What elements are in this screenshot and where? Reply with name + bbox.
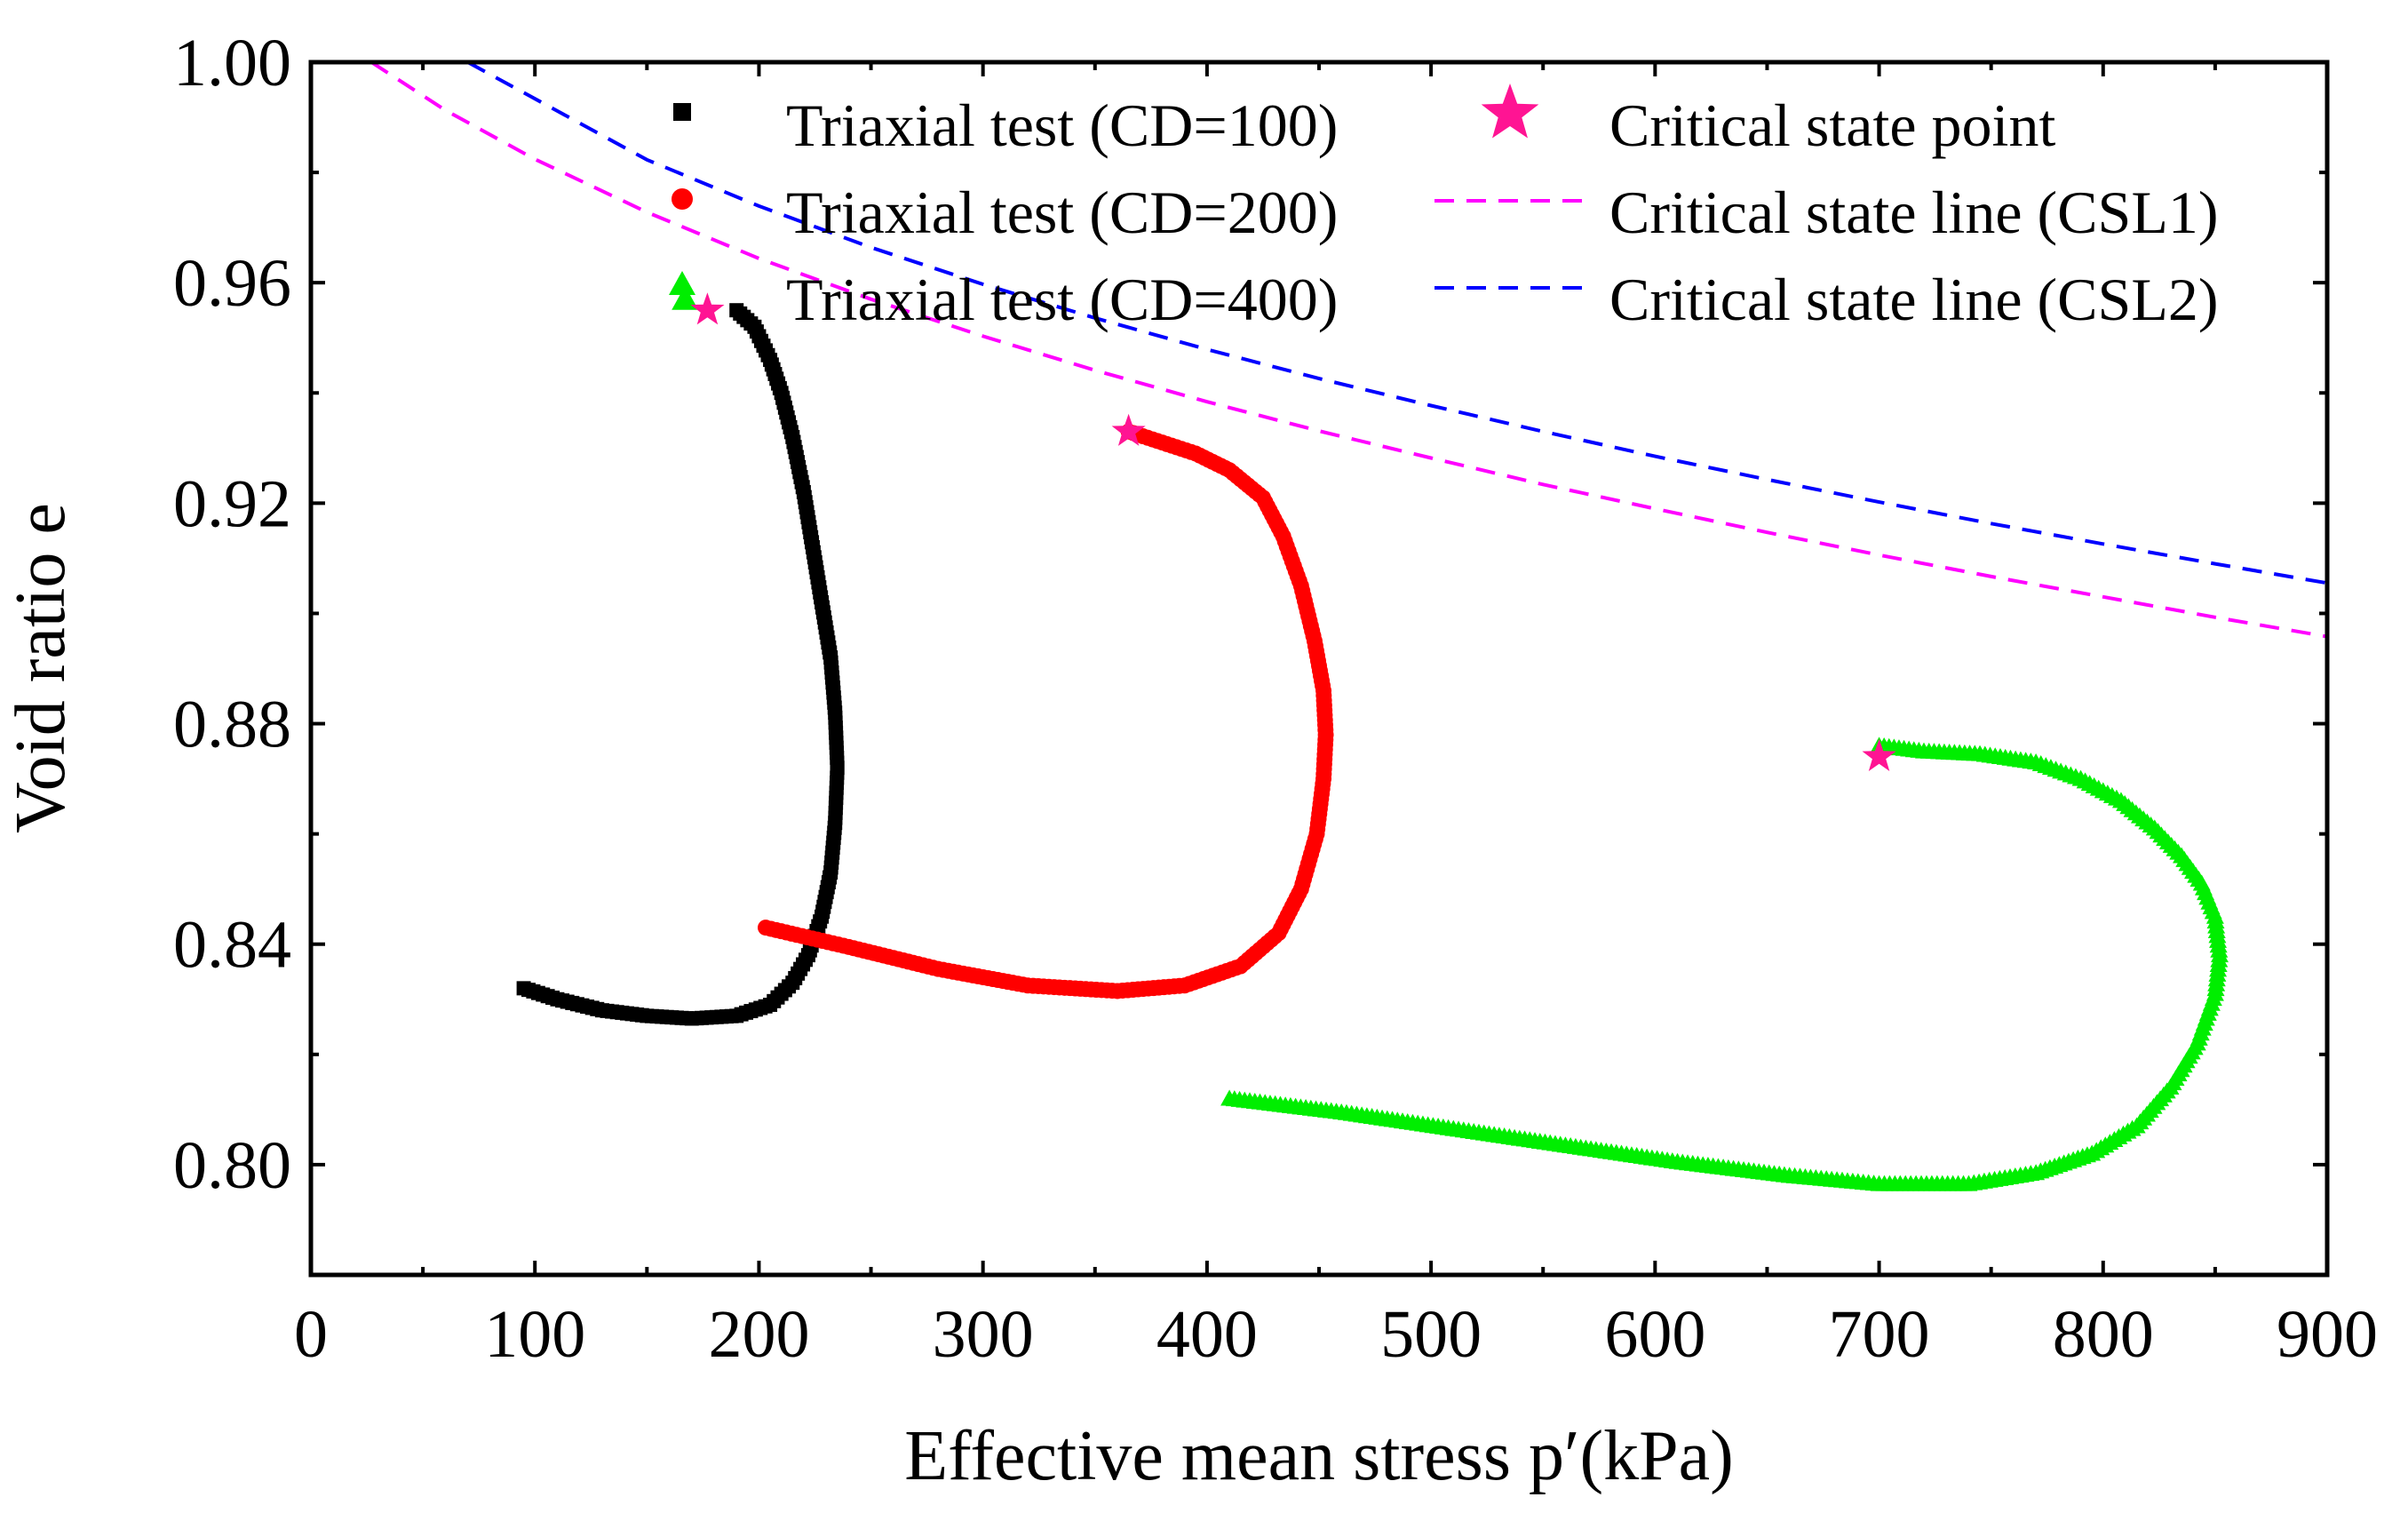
x-tick-label: 300 bbox=[933, 1297, 1034, 1372]
y-axis-label: Void ratio e bbox=[2, 503, 80, 833]
series-cd400 bbox=[1220, 737, 2229, 1191]
csl1-line bbox=[370, 60, 2328, 639]
critical-state-star bbox=[1111, 413, 1146, 446]
legend-label: Triaxial test (CD=100) bbox=[786, 92, 1338, 159]
legend-triangle-marker bbox=[669, 271, 695, 295]
critical-state-star bbox=[690, 292, 725, 325]
x-tick-label: 400 bbox=[1156, 1297, 1258, 1372]
y-tick-label: 1.00 bbox=[173, 26, 291, 100]
legend-square-marker bbox=[673, 103, 691, 121]
y-tick-label: 0.88 bbox=[173, 688, 291, 762]
x-tick-label: 200 bbox=[708, 1297, 809, 1372]
x-tick-label: 800 bbox=[2053, 1297, 2154, 1372]
critical-state-star bbox=[1862, 738, 1896, 771]
series-cd100 bbox=[516, 303, 845, 1026]
legend: Triaxial test (CD=100) Triaxial test (CD=… bbox=[669, 84, 2219, 333]
y-tick-label: 0.84 bbox=[173, 908, 291, 983]
data-series bbox=[516, 303, 2229, 1191]
x-tick-labels: 0 100 200 300 400 500 600 700 800 900 bbox=[294, 1297, 2378, 1372]
legend-label: Critical state line (CSL2) bbox=[1609, 266, 2219, 333]
legend-circle-marker bbox=[672, 188, 693, 210]
csl2-line bbox=[466, 60, 2328, 585]
x-tick-label: 100 bbox=[484, 1297, 585, 1372]
legend-label: Critical state line (CSL1) bbox=[1609, 179, 2219, 246]
initial-state-marker bbox=[672, 285, 699, 310]
x-axis-label: Effective mean stress p′(kPa) bbox=[904, 1417, 1733, 1495]
legend-label: Triaxial test (CD=200) bbox=[786, 179, 1338, 246]
x-tick-label: 700 bbox=[1829, 1297, 1930, 1372]
legend-label: Critical state point bbox=[1609, 92, 2055, 159]
y-tick-label: 0.80 bbox=[173, 1128, 291, 1203]
x-tick-label: 0 bbox=[294, 1297, 328, 1372]
x-tick-label: 900 bbox=[2277, 1297, 2378, 1372]
legend-star-marker bbox=[1481, 84, 1539, 139]
y-tick-label: 0.92 bbox=[173, 466, 291, 541]
critical-state-points bbox=[672, 285, 1896, 771]
x-tick-label: 500 bbox=[1380, 1297, 1482, 1372]
legend-label: Triaxial test (CD=400) bbox=[786, 266, 1338, 333]
x-tick-label: 600 bbox=[1604, 1297, 1705, 1372]
y-tick-label: 0.96 bbox=[173, 246, 291, 321]
critical-state-lines bbox=[370, 60, 2328, 639]
series-cd200 bbox=[758, 423, 1334, 999]
data-point bbox=[729, 303, 744, 318]
axis-ticks bbox=[309, 60, 2329, 1277]
y-tick-labels: 0.80 0.84 0.88 0.92 0.96 1.00 bbox=[173, 26, 291, 1203]
